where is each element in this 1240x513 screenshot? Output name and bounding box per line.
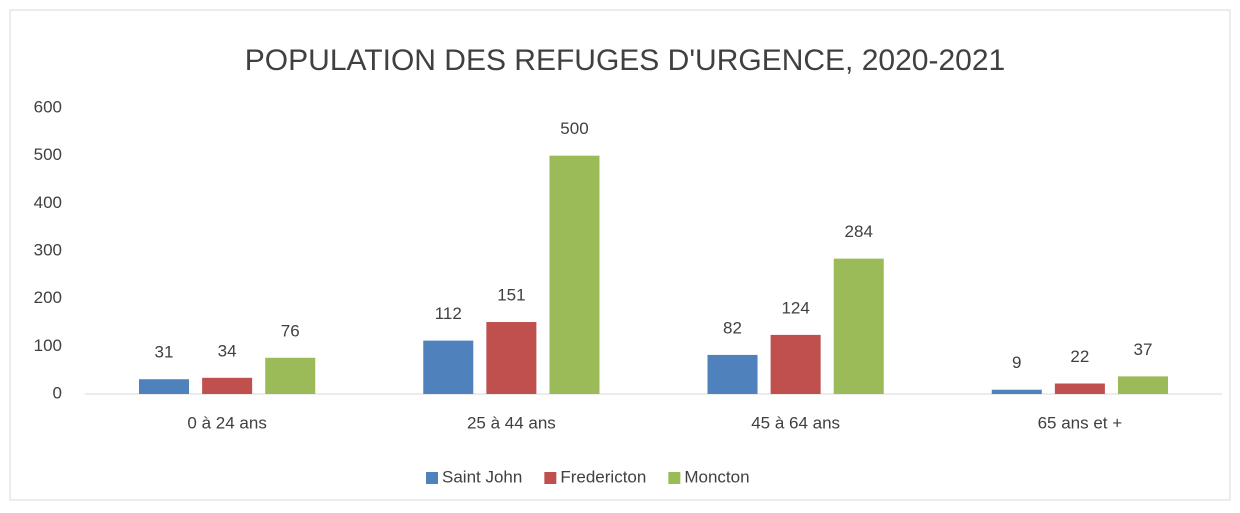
bar	[202, 377, 253, 394]
data-label: 82	[723, 318, 742, 337]
bar	[1054, 383, 1105, 394]
legend-label: Fredericton	[560, 467, 646, 486]
data-label: 34	[218, 341, 237, 360]
y-tick-label: 600	[34, 97, 62, 116]
y-tick-label: 200	[34, 288, 62, 307]
data-label: 500	[560, 119, 588, 138]
bar	[139, 379, 190, 394]
data-label: 151	[497, 286, 525, 305]
bar	[770, 334, 821, 394]
x-tick-label: 65 ans et +	[1038, 413, 1123, 432]
bar	[265, 357, 316, 394]
data-label: 37	[1134, 340, 1153, 359]
chart-border	[9, 9, 1231, 501]
y-tick-label: 100	[34, 336, 62, 355]
data-label: 9	[1012, 353, 1021, 372]
y-tick-label: 400	[34, 193, 62, 212]
y-tick-label: 300	[34, 240, 62, 259]
data-label: 124	[781, 298, 809, 317]
legend-swatch	[544, 472, 557, 484]
data-label: 284	[845, 222, 873, 241]
bar	[1117, 376, 1168, 394]
legend-swatch	[668, 472, 681, 484]
bar	[833, 258, 884, 394]
bar	[423, 340, 474, 394]
x-tick-label: 45 à 64 ans	[751, 413, 840, 432]
chart-title: POPULATION DES REFUGES D'URGENCE, 2020-2…	[245, 44, 1005, 77]
legend-swatch	[426, 472, 438, 484]
y-tick-label: 0	[53, 383, 62, 402]
bar	[486, 322, 537, 394]
legend-label: Saint John	[442, 467, 522, 486]
bar	[991, 389, 1042, 394]
bar	[707, 354, 758, 394]
data-label: 112	[435, 304, 462, 323]
x-tick-label: 0 à 24 ans	[187, 413, 266, 432]
data-label: 31	[155, 343, 174, 362]
data-label: 76	[281, 321, 300, 340]
y-tick-label: 500	[34, 145, 62, 164]
legend-label: Moncton	[684, 467, 749, 486]
data-label: 22	[1070, 347, 1089, 366]
x-tick-label: 25 à 44 ans	[467, 413, 556, 432]
bar	[549, 155, 600, 394]
